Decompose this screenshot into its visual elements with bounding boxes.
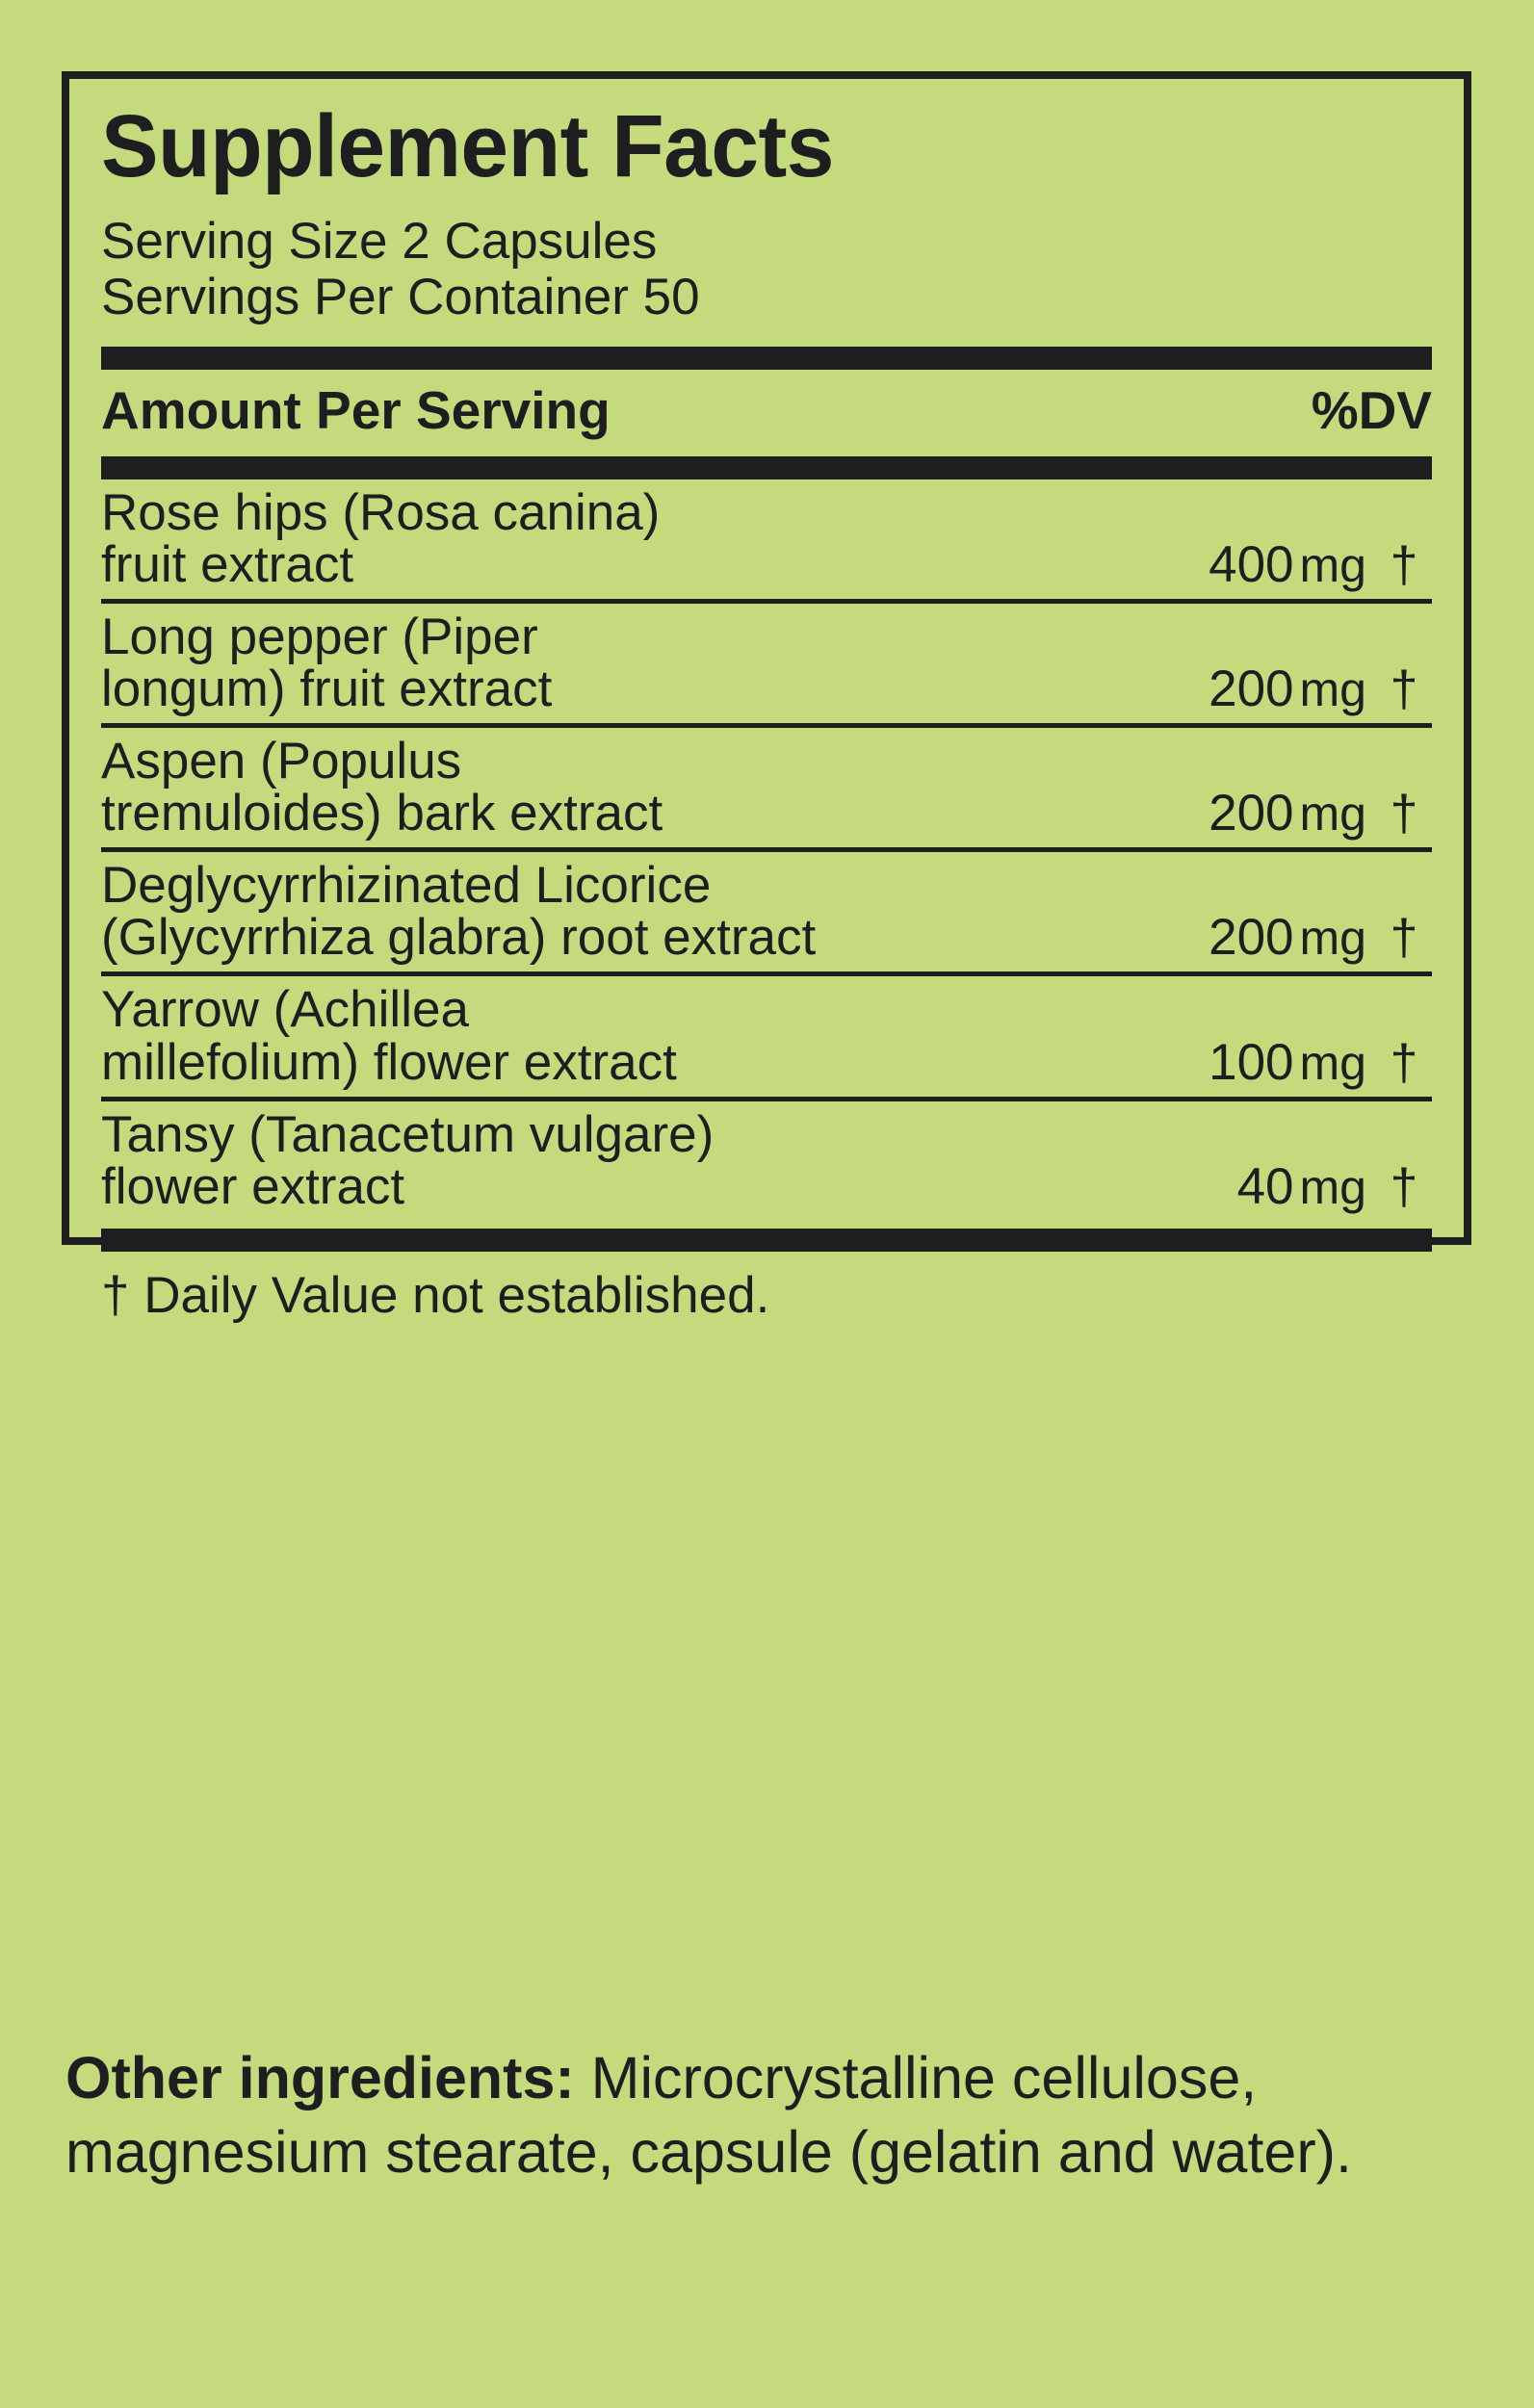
ingredient-dv: † [1390, 1158, 1418, 1215]
ingredient-dv: † [1390, 537, 1418, 594]
other-ingredients-label: Other ingredients: [65, 2045, 575, 2110]
ingredient-dv: † [1390, 1034, 1418, 1091]
divider-thick-header [101, 456, 1432, 480]
ingredient-unit: mg [1299, 1159, 1366, 1214]
ingredient-row: Tansy (Tanacetum vulgare) flower extract… [101, 1101, 1432, 1221]
ingredient-name: Rose hips (Rosa canina) fruit extract [101, 484, 661, 594]
percent-dv-label: %DV [1311, 380, 1432, 441]
ingredient-dv: † [1390, 786, 1418, 842]
ingredient-unit: mg [1299, 538, 1366, 593]
ingredient-amount: 200 mg [1209, 785, 1366, 842]
ingredient-name: Long pepper (Piper longum) fruit extract [101, 608, 553, 718]
ingredient-amount: 200 mg [1209, 909, 1366, 967]
ingredient-unit: mg [1299, 1035, 1366, 1090]
supplement-facts-panel: Supplement Facts Serving Size 2 Capsules… [62, 71, 1471, 1322]
servings-per-container: Servings Per Container 50 [101, 269, 700, 326]
daily-value-footnote: † Daily Value not established. [101, 1266, 770, 1324]
ingredient-amount: 100 mg [1209, 1033, 1366, 1091]
ingredient-dv: † [1390, 661, 1418, 718]
ingredient-list: Rose hips (Rosa canina) fruit extract 40… [101, 479, 1432, 1221]
ingredient-row: Long pepper (Piper longum) fruit extract… [101, 604, 1432, 723]
ingredient-amount: 40 mg [1236, 1157, 1366, 1215]
divider-thin [101, 1096, 1432, 1101]
ingredient-row: Rose hips (Rosa canina) fruit extract 40… [101, 479, 1432, 599]
ingredient-unit: mg [1299, 787, 1366, 842]
ingredient-amount: 200 mg [1209, 660, 1366, 718]
supplement-facts-inner: Supplement Facts Serving Size 2 Capsules… [101, 79, 1432, 1322]
other-ingredients-text: Microcrystalline cellulose, magnesium st… [65, 2045, 1352, 2186]
ingredient-dv: † [1390, 910, 1418, 967]
divider-thin [101, 971, 1432, 977]
serving-info: Serving Size 2 Capsules Servings Per Con… [101, 214, 1432, 325]
ingredient-name: Deglycyrrhizinated Licorice (Glycyrrhiza… [101, 857, 817, 967]
amount-per-serving-label: Amount Per Serving [101, 380, 611, 441]
divider-thick-bottom [101, 1228, 1432, 1252]
ingredient-row: Deglycyrrhizinated Licorice (Glycyrrhiza… [101, 852, 1432, 971]
other-ingredients-block: Other ingredients: Microcrystalline cell… [65, 2041, 1433, 2190]
ingredient-row: Yarrow (Achillea millefolium) flower ext… [101, 976, 1432, 1096]
ingredient-amount: 400 mg [1209, 536, 1366, 594]
page-title: Supplement Facts [101, 97, 834, 195]
divider-thin [101, 847, 1432, 853]
divider-thin [101, 599, 1432, 605]
ingredient-name: Aspen (Populus tremuloides) bark extract [101, 733, 663, 842]
amount-header-row: Amount Per Serving %DV [101, 370, 1432, 449]
divider-thick-top [101, 347, 1432, 371]
ingredient-unit: mg [1299, 911, 1366, 966]
ingredient-name: Tansy (Tanacetum vulgare) flower extract [101, 1105, 715, 1215]
serving-size: Serving Size 2 Capsules [101, 213, 658, 270]
divider-thin [101, 723, 1432, 729]
ingredient-row: Aspen (Populus tremuloides) bark extract… [101, 728, 1432, 847]
ingredient-unit: mg [1299, 662, 1366, 717]
ingredient-name: Yarrow (Achillea millefolium) flower ext… [101, 981, 677, 1091]
